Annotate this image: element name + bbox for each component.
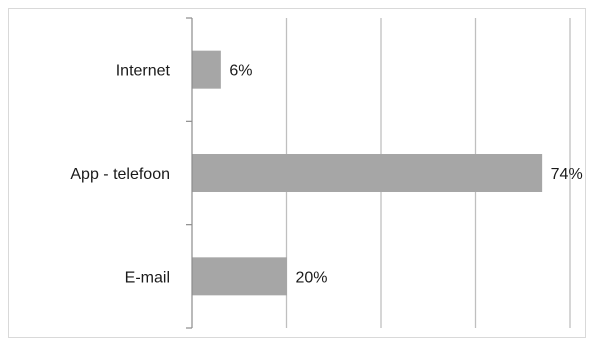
bar-e-mail — [192, 257, 287, 296]
category-label: Internet — [116, 63, 171, 80]
bar-app-telefoon — [192, 154, 543, 192]
labels: Internet 6% App - telefoon 74% E-mail 20% — [70, 63, 582, 287]
bars — [192, 50, 543, 296]
category-label: E-mail — [125, 269, 170, 286]
category-axis — [186, 17, 193, 329]
data-label: 74% — [551, 166, 583, 183]
data-label: 20% — [296, 269, 328, 286]
category-label: App - telefoon — [70, 166, 170, 183]
data-label: 6% — [229, 63, 252, 80]
bar-internet — [192, 50, 221, 89]
